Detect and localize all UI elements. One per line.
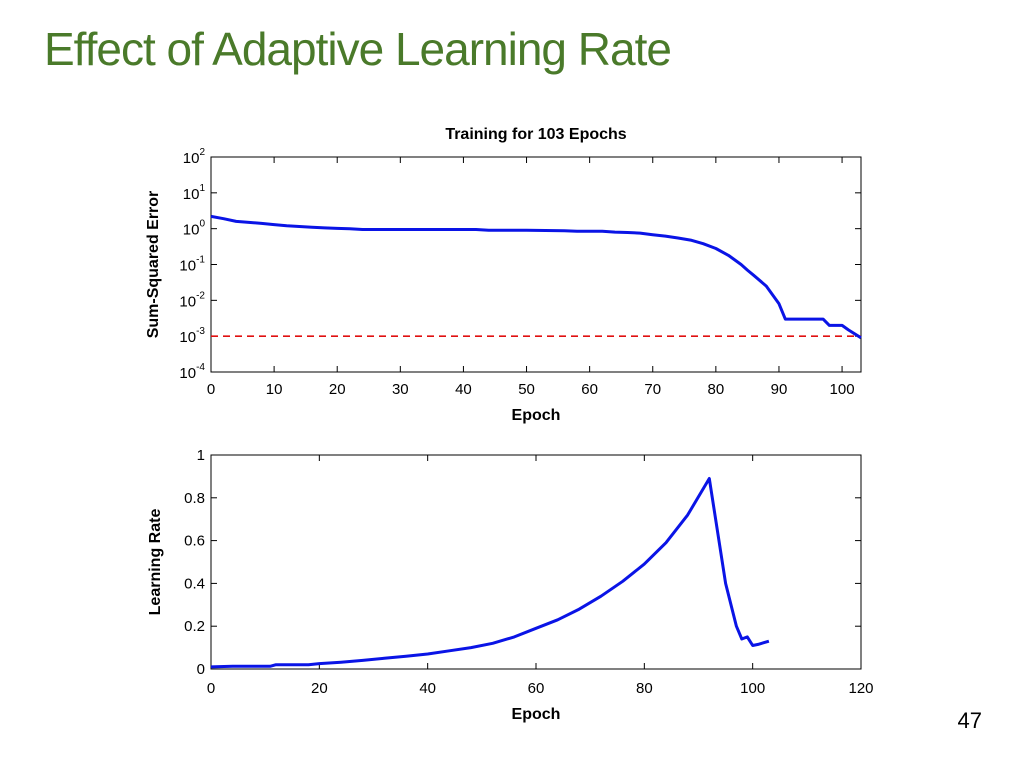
learning-rate-chart-axes [210, 454, 862, 670]
error-chart-ticks: 0 10 20 30 40 50 60 70 80 90 100 102 101 100 10-1 10-2 1… [179, 147, 861, 398]
learning-rate-series-line [210, 477, 770, 669]
x-tick-label: 20 [329, 381, 346, 398]
x-tick-label: 120 [848, 680, 873, 697]
y-tick-label: 0.8 [184, 490, 205, 507]
learning-rate-chart-xlabel: Epoch [512, 706, 561, 723]
x-tick-label: 60 [581, 381, 598, 398]
y-tick-label: 10-1 [179, 255, 205, 275]
x-tick-label: 50 [518, 381, 535, 398]
y-tick-label: 0.4 [184, 575, 205, 592]
y-tick-label: 0 [197, 661, 205, 678]
x-tick-label: 0 [207, 381, 215, 398]
page-number: 47 [957, 708, 982, 733]
learning-rate-chart-ylabel: Learning Rate [147, 509, 164, 616]
learning-rate-chart: 0 20 40 60 80 100 120 0 0.2 0.4 0.6 0.8 1 Epoch Lear… [147, 447, 874, 723]
x-tick-label: 80 [636, 680, 653, 697]
error-series-line [210, 214, 862, 340]
x-tick-label: 80 [708, 381, 725, 398]
error-chart-xlabel: Epoch [512, 407, 561, 424]
y-tick-label: 10-2 [179, 290, 205, 310]
x-tick-label: 60 [528, 680, 545, 697]
x-tick-label: 90 [771, 381, 788, 398]
x-tick-label: 20 [311, 680, 328, 697]
y-tick-label: 101 [183, 183, 206, 203]
y-tick-label: 0.2 [184, 618, 205, 635]
error-chart: Training for 103 Epochs 0 10 20 30 40 50 60 70 8… [145, 126, 862, 424]
x-tick-label: 70 [644, 381, 661, 398]
y-tick-label: 0.6 [184, 533, 205, 550]
x-tick-label: 0 [207, 680, 215, 697]
slide-title: Effect of Adaptive Learning Rate [44, 23, 672, 75]
y-tick-label: 1 [197, 447, 205, 464]
y-tick-label: 102 [183, 147, 206, 167]
error-chart-axes [210, 156, 862, 373]
x-tick-label: 40 [419, 680, 436, 697]
error-chart-title: Training for 103 Epochs [445, 126, 626, 143]
y-tick-label: 10-3 [179, 326, 205, 346]
x-tick-label: 40 [455, 381, 472, 398]
error-chart-ylabel: Sum-Squared Error [145, 191, 162, 339]
y-tick-label: 10-4 [179, 362, 205, 382]
x-tick-label: 10 [266, 381, 283, 398]
x-tick-label: 100 [740, 680, 765, 697]
x-tick-label: 30 [392, 381, 409, 398]
x-tick-label: 100 [830, 381, 855, 398]
learning-rate-chart-ticks: 0 20 40 60 80 100 120 0 0.2 0.4 0.6 0.8 1 [184, 447, 873, 697]
y-tick-label: 100 [183, 219, 206, 239]
